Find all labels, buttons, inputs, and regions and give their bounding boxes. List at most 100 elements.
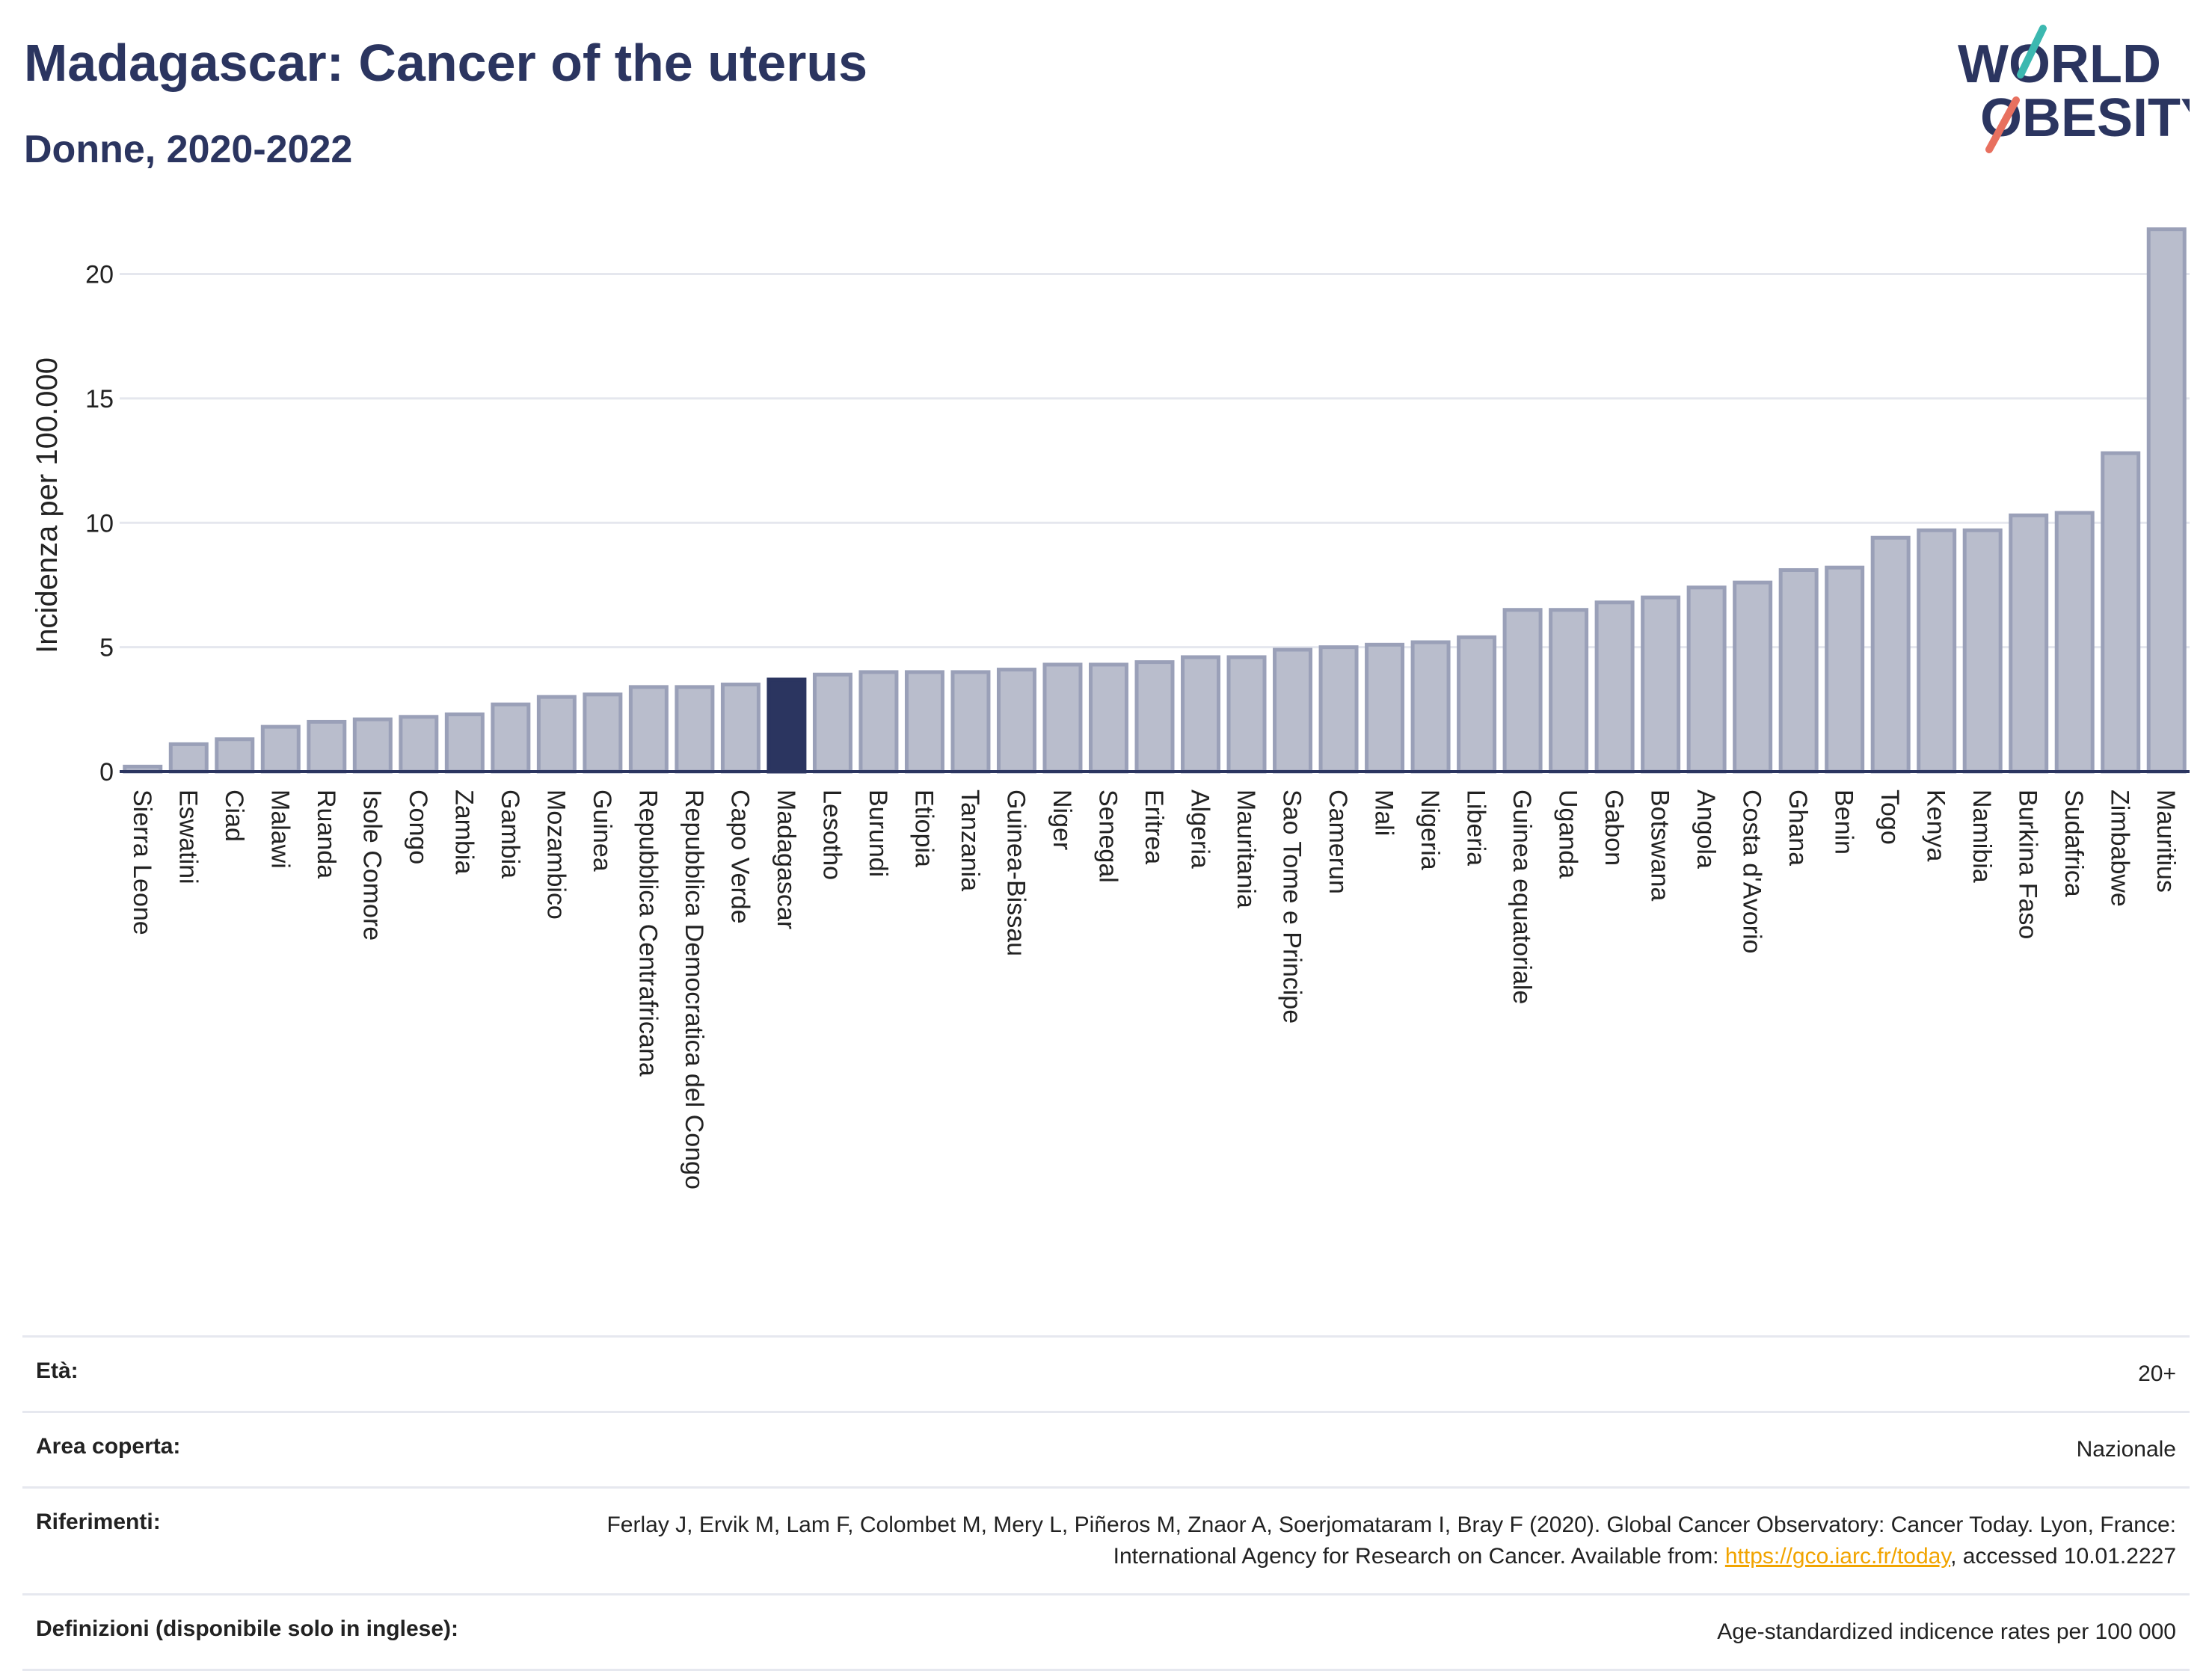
logo-slash-red (1985, 96, 2020, 153)
logo-line1: WORLD (1958, 34, 2161, 94)
x-tick-label: Mozambico (541, 790, 570, 920)
x-tick-label: Repubblica Democratica del Congo (680, 790, 708, 1190)
bar (2009, 513, 2049, 774)
bar (1502, 608, 1543, 774)
x-tick-label: Namibia (1967, 790, 1996, 883)
x-tick-label: Guinea-Bissau (1001, 790, 1030, 956)
x-tick-label: Ghana (1784, 790, 1812, 866)
x-tick-label: Sierra Leone (128, 790, 156, 935)
x-tick-label: Botswana (1646, 790, 1674, 901)
page-subtitle: Donne, 2020-2022 (24, 128, 353, 171)
info-row-area: Area coperta: Nazionale (22, 1411, 2190, 1486)
bar (950, 670, 991, 774)
x-tick-label: Algeria (1186, 790, 1214, 869)
bar (260, 724, 301, 774)
bar (1733, 580, 1773, 774)
references-label: Riferimenti: (36, 1510, 161, 1534)
bar (2054, 511, 2095, 774)
x-tick-label: Sao Tome e Principe (1278, 790, 1306, 1024)
bar (628, 685, 669, 774)
bar (1549, 608, 1589, 774)
bar (2101, 451, 2141, 774)
bar (904, 670, 944, 774)
definitions-value: Age-standardized indicence rates per 100… (1717, 1619, 2176, 1644)
age-label: Età: (36, 1358, 79, 1383)
bar (1962, 528, 2003, 774)
x-tick-label: Mauritius (2151, 790, 2180, 893)
bar (812, 672, 852, 774)
bar (766, 677, 807, 774)
area-label: Area coperta: (36, 1434, 181, 1459)
x-tick-label: Burkina Faso (2014, 790, 2042, 939)
bar (1134, 660, 1175, 774)
x-tick-label: Malawi (265, 790, 294, 869)
bar (1365, 642, 1405, 774)
x-tick-label: Guinea (588, 790, 616, 872)
bar (1318, 645, 1359, 774)
info-row-age: Età: 20+ (22, 1335, 2190, 1411)
y-axis-title: Incidenza per 100.000 (31, 357, 64, 653)
info-row-references: Riferimenti: Ferlay J, Ervik M, Lam F, C… (22, 1486, 2190, 1593)
x-tick-label: Tanzania (956, 790, 984, 891)
world-obesity-logo: WORLD OBESITY (1958, 25, 2190, 153)
bar (1457, 635, 1497, 774)
bar (1410, 640, 1451, 774)
references-text: Ferlay J, Ervik M, Lam F, Colombet M, Me… (606, 1512, 2176, 1569)
x-tick-label: Benin (1830, 790, 1858, 855)
logo-slash-teal (2017, 25, 2047, 79)
bar (675, 685, 715, 774)
x-tick-label: Kenya (1922, 790, 1950, 861)
bar (307, 719, 347, 774)
bar (399, 715, 439, 774)
x-tick-label: Zambia (449, 790, 478, 874)
y-tick-label: 10 (85, 509, 114, 538)
y-tick-label: 0 (99, 758, 114, 787)
x-tick-label: Lesotho (817, 790, 846, 880)
bar (352, 717, 393, 774)
bar (1686, 585, 1727, 774)
bar (1273, 647, 1313, 774)
x-tick-label: Capo Verde (725, 790, 754, 924)
x-tick-label: Costa d'Avorio (1738, 790, 1766, 953)
x-tick-label: Congo (404, 790, 432, 864)
bar (996, 668, 1036, 774)
info-row-definitions: Definizioni (disponibile solo in inglese… (22, 1593, 2190, 1671)
x-tick-label: Isole Comore (357, 790, 386, 941)
references-link[interactable]: https://gco.iarc.fr/today (1724, 1544, 1951, 1569)
references-accessed: , accessed 10.01.2227 (1950, 1544, 2176, 1569)
age-value: 20+ (2138, 1361, 2176, 1386)
bar (1641, 595, 1681, 774)
y-tick-label: 20 (85, 261, 114, 289)
page-title: Madagascar: Cancer of the uterus (24, 34, 868, 92)
bar (2146, 227, 2187, 774)
x-tick-label: Eritrea (1140, 790, 1168, 864)
x-tick-label: Nigeria (1416, 790, 1444, 870)
bar (583, 692, 623, 774)
area-value: Nazionale (2076, 1437, 2176, 1462)
definitions-label: Definizioni (disponibile solo in inglese… (36, 1616, 459, 1641)
bar (720, 683, 761, 774)
x-tick-label: Ruanda (312, 790, 340, 878)
x-tick-label: Etiopia (909, 790, 938, 867)
x-tick-label: Ciad (220, 790, 248, 842)
bar (1226, 655, 1267, 774)
x-tick-label: Gambia (496, 790, 524, 878)
bar (1594, 600, 1635, 774)
bar (168, 742, 209, 774)
bar (1181, 655, 1221, 774)
x-tick-label: Senegal (1093, 790, 1122, 883)
x-tick-label: Eswatini (173, 790, 202, 884)
y-tick-label: 15 (85, 385, 114, 413)
y-tick-label: 5 (99, 634, 114, 662)
bar (215, 737, 255, 774)
x-tick-label: Liberia (1462, 790, 1490, 866)
bar (1042, 662, 1083, 774)
x-tick-label: Repubblica Centrafricana (633, 790, 662, 1077)
bar (1870, 535, 1911, 774)
x-tick-label: Gabon (1600, 790, 1628, 866)
bar (491, 702, 531, 774)
x-tick-label: Burundi (864, 790, 892, 877)
bar (1917, 528, 1957, 774)
bar (1825, 565, 1865, 774)
info-table: Età: 20+ Area coperta: Nazionale Riferim… (22, 1335, 2190, 1671)
